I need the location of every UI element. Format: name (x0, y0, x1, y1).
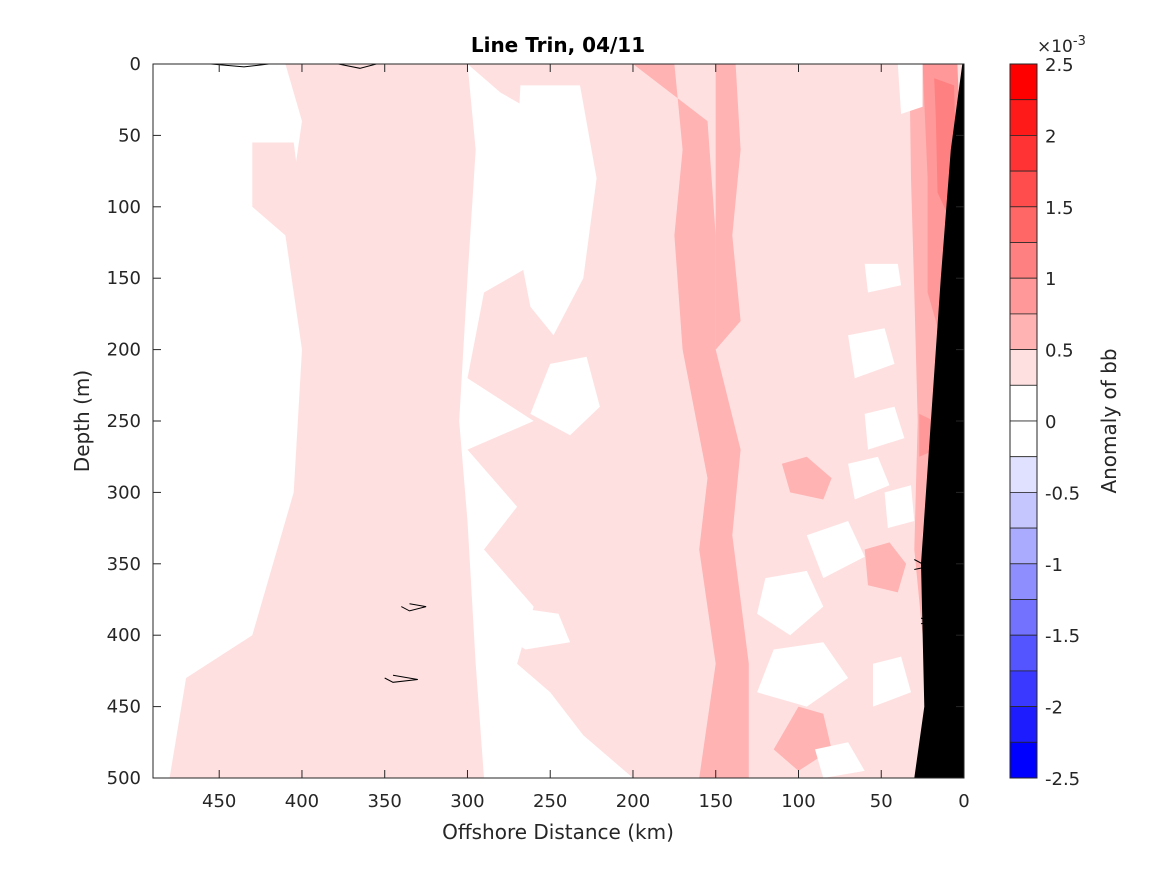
y-tick-label-450: 450 (107, 697, 141, 718)
colorbar-band-16 (1009, 634, 1038, 672)
colorbar-tick-label-0.5: 0.5 (1045, 341, 1074, 362)
colorbar-band-15 (1009, 599, 1038, 636)
colorbar-band-1 (1009, 99, 1038, 136)
y-tick-label-500: 500 (107, 768, 141, 789)
x-tick-label-350: 350 (368, 791, 402, 812)
zero-anomaly-patch-4 (757, 570, 824, 636)
anomaly-region-0 (169, 64, 484, 778)
colorbar-band-11 (1009, 456, 1038, 493)
colorbar-exponent: ×10-3 (1037, 34, 1086, 57)
x-tick-label-150: 150 (699, 791, 733, 812)
anomaly-region-7 (864, 542, 907, 593)
zero-anomaly-patch-6 (806, 521, 865, 579)
zero-anomaly-patch-14 (815, 742, 865, 778)
colorbar-band-2 (1009, 134, 1038, 172)
colorbar-band-13 (1009, 527, 1038, 565)
zero-anomaly-patch-13 (884, 485, 915, 529)
colorbar-tick-label--1: -1 (1045, 555, 1063, 576)
x-tick-label-250: 250 (533, 791, 567, 812)
colorbar-band-19 (1009, 741, 1038, 779)
zero-anomaly-patch-8 (864, 406, 905, 450)
colorbar-tick-label-2: 2 (1045, 126, 1056, 147)
anomaly-region-3 (633, 64, 749, 778)
contour-line-0 (210, 64, 269, 68)
colorbar-band-10 (1009, 420, 1038, 458)
colorbar-band-17 (1009, 670, 1038, 708)
colorbar-tick-label-2.5: 2.5 (1045, 55, 1074, 76)
colorbar-band-14 (1009, 563, 1038, 600)
zero-anomaly-patch-7 (848, 328, 895, 379)
x-tick-label-0: 0 (958, 791, 969, 812)
anomaly-region-4 (715, 64, 741, 350)
plot-area (152, 63, 965, 779)
chart-title: Line Trin, 04/11 (471, 33, 645, 57)
x-tick-label-200: 200 (616, 791, 650, 812)
y-tick-label-400: 400 (107, 625, 141, 646)
seafloor-mask (914, 64, 964, 778)
colorbar-label: Anomaly of bb (1097, 348, 1121, 493)
y-axis-label: Depth (m) (70, 370, 94, 472)
colorbar-band-4 (1009, 206, 1038, 243)
y-tick-label-100: 100 (107, 197, 141, 218)
y-tick-label-50: 50 (118, 125, 141, 146)
colorbar-bands (1009, 63, 1038, 779)
y-tick-label-0: 0 (130, 54, 141, 75)
y-tick-label-300: 300 (107, 482, 141, 503)
colorbar-tick-label--1.5: -1.5 (1045, 626, 1080, 647)
zero-anomaly-patch-10 (848, 456, 890, 500)
colorbar-exponent-power: -3 (1073, 34, 1086, 49)
colorbar-ticks: 2.5 2 1.5 1 0.5 0 -0.5 -1 -1.5 -2 -2.5 (1045, 55, 1080, 790)
zero-anomaly-patch-0 (513, 85, 597, 336)
seafloor-topography (914, 64, 964, 778)
anomaly-region-5 (781, 456, 832, 500)
x-tick-label-50: 50 (870, 791, 893, 812)
colorbar-tick-label--2: -2 (1045, 698, 1063, 719)
zero-anomaly-patch-12 (864, 263, 902, 293)
y-axis: 0 50 100 150 200 250 300 350 400 450 500 (107, 54, 964, 789)
zero-anomaly-patch-1 (530, 356, 600, 436)
colorbar-band-7 (1009, 313, 1038, 350)
colorbar-exponent-base: ×10 (1037, 37, 1073, 57)
colorbar-band-3 (1009, 170, 1038, 208)
y-tick-label-350: 350 (107, 554, 141, 575)
colorbar-band-6 (1009, 277, 1038, 315)
contour-line-1 (338, 64, 377, 69)
colorbar-tick-label-1: 1 (1045, 269, 1056, 290)
zero-anomaly-patch-2 (492, 606, 571, 650)
colorbar-frame (1009, 63, 1038, 779)
colorbar-tick-label-1.5: 1.5 (1045, 198, 1074, 219)
zero-anomaly-patch-11 (897, 64, 923, 114)
x-tick-label-400: 400 (285, 791, 319, 812)
zero-anomaly-patch-3 (537, 735, 580, 771)
colorbar: 2.5 2 1.5 1 0.5 0 -0.5 -1 -1.5 -2 -2.5 ×10-3 Anoma… (1009, 34, 1121, 790)
x-axis-label: Offshore Distance (km) (442, 820, 674, 844)
colorbar-band-5 (1009, 242, 1038, 279)
contour-line-3 (384, 674, 418, 683)
x-axis: 450 400 350 300 250 200 150 100 50 0 (202, 64, 970, 812)
contour-line-2 (401, 603, 427, 612)
y-tick-label-250: 250 (107, 411, 141, 432)
anomaly-field (169, 64, 964, 778)
x-tick-label-300: 300 (450, 791, 484, 812)
x-tick-label-100: 100 (781, 791, 815, 812)
y-tick-label-150: 150 (107, 268, 141, 289)
anomaly-region-1 (252, 142, 302, 236)
y-tick-label-200: 200 (107, 340, 141, 361)
zero-anomaly-patch-5 (757, 642, 849, 707)
colorbar-band-8 (1009, 349, 1038, 386)
colorbar-tick-label--2.5: -2.5 (1045, 769, 1080, 790)
colorbar-tick-label--0.5: -0.5 (1045, 483, 1080, 504)
colorbar-band-9 (1009, 384, 1038, 422)
zero-anomaly-patch-9 (873, 656, 911, 707)
colorbar-tick-label-0: 0 (1045, 412, 1056, 433)
colorbar-band-18 (1009, 706, 1038, 743)
colorbar-band-12 (1009, 491, 1038, 529)
x-tick-label-450: 450 (202, 791, 236, 812)
colorbar-band-0 (1009, 63, 1038, 101)
